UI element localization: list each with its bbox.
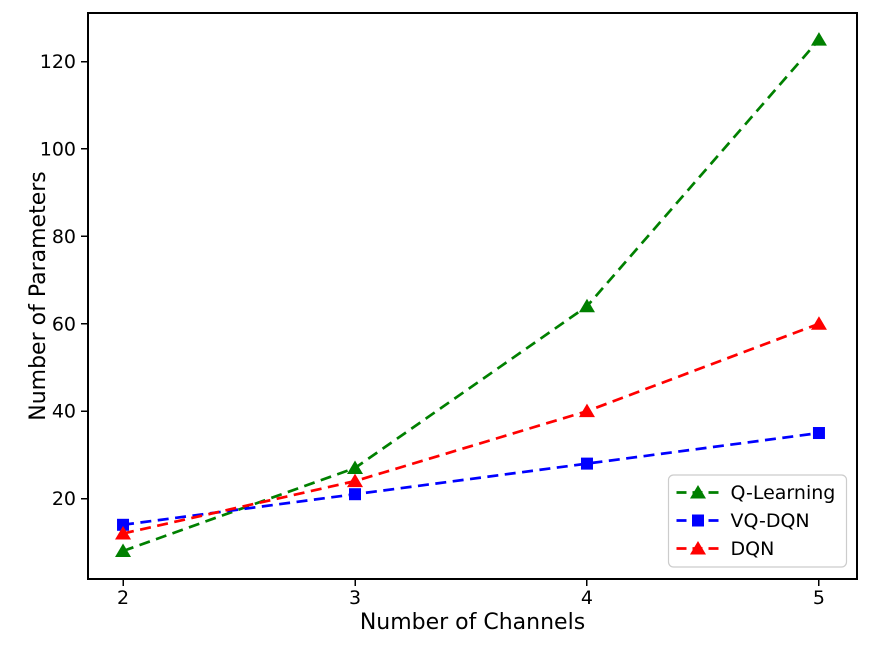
x-tick-label-3: 3 [349, 587, 361, 609]
series-vq-dqn-marker [812, 427, 825, 440]
legend-item-vq-dqn: VQ-DQN [676, 510, 810, 532]
series-vq-dqn-marker [580, 457, 593, 470]
y-axis-label: Number of Parameters [26, 171, 51, 421]
x-tick-label-2: 2 [117, 587, 129, 609]
series-vq-dqn-marker [349, 488, 362, 501]
y-tick-label-60: 60 [52, 313, 76, 335]
y-tick-label-120: 120 [40, 51, 76, 73]
series-vq-dqn-line [122, 431, 820, 527]
legend-swatch-marker [692, 514, 704, 527]
series-vq-dqn-marker [117, 518, 130, 531]
series-dqn-marker [347, 473, 364, 488]
series-q-learning-marker [810, 32, 827, 46]
series-dqn-line [122, 322, 820, 535]
x-tick-label-5: 5 [813, 587, 825, 609]
legend: Q-Learning VQ-DQN DQN [667, 474, 848, 568]
plot-area-border [87, 12, 858, 580]
x-axis-label: Number of Channels [360, 610, 585, 635]
legend-label-vq-dqn: VQ-DQN [731, 510, 810, 532]
legend-box [667, 474, 848, 568]
series-dqn-marker [578, 403, 595, 418]
series-vq-dqn [117, 427, 825, 531]
series-q-learning [115, 32, 827, 558]
legend-swatch-marker [690, 541, 706, 555]
x-tick-label-4: 4 [581, 587, 593, 609]
y-tick-label-100: 100 [40, 138, 76, 160]
legend-swatch-marker [690, 485, 706, 499]
legend-label-q-learning: Q-Learning [731, 482, 836, 504]
series-q-learning-marker [115, 543, 132, 558]
y-tick-label-80: 80 [52, 226, 76, 248]
y-tick-label-20: 20 [52, 488, 76, 510]
y-tick-label-40: 40 [52, 401, 76, 423]
legend-item-q-learning: Q-Learning [676, 482, 836, 504]
legend-label-dqn: DQN [731, 538, 775, 560]
series-dqn-marker [115, 526, 132, 540]
series-q-learning-line [122, 38, 820, 553]
series-dqn-marker [810, 316, 827, 330]
series-q-learning-marker [578, 298, 595, 313]
legend-item-dqn: DQN [676, 538, 775, 560]
series-q-learning-marker [347, 460, 364, 474]
series-dqn [115, 316, 827, 540]
